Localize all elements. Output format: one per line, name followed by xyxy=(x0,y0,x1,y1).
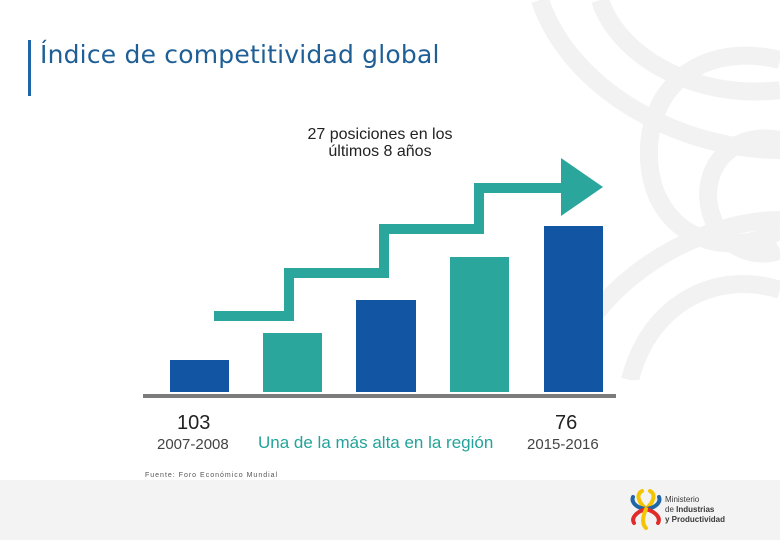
data-label-first: 103 xyxy=(177,412,211,434)
ministry-name-line3: y Productividad xyxy=(665,515,726,524)
page-title: Índice de competitividad global xyxy=(40,40,440,69)
tick-label-first: 2007-2008 xyxy=(157,436,229,453)
data-label-last: 76 xyxy=(555,412,578,434)
bar-2 xyxy=(263,333,322,392)
ministry-logo: Ministerio de Industrias y Productividad xyxy=(628,488,738,534)
bar-1 xyxy=(170,360,229,392)
chart-annotation: Una de la más alta en la región xyxy=(258,433,494,452)
tick-label-last: 2015-2016 xyxy=(527,436,599,453)
bar-3 xyxy=(356,300,416,392)
bar-5 xyxy=(544,226,603,392)
ministry-name-prefix: de xyxy=(665,505,677,514)
ministry-name: Ministerio de Industrias y Productividad xyxy=(665,495,725,525)
title-accent-bar xyxy=(28,40,31,96)
chart-title: 27 posiciones en los últimos 8 años xyxy=(307,126,453,160)
ministry-name-line2: de Industrias xyxy=(665,505,725,515)
trend-arrow-head xyxy=(561,158,603,216)
bar-chart xyxy=(143,158,616,398)
trend-arrow-line xyxy=(214,183,565,321)
bar-4 xyxy=(450,257,509,392)
source-note: Fuente: Foro Económico Mundial xyxy=(145,472,279,479)
ministry-emblem-icon xyxy=(630,489,662,530)
ministry-name-strong: Industrias xyxy=(676,505,715,514)
ministry-name-line1: Ministerio xyxy=(665,495,700,504)
